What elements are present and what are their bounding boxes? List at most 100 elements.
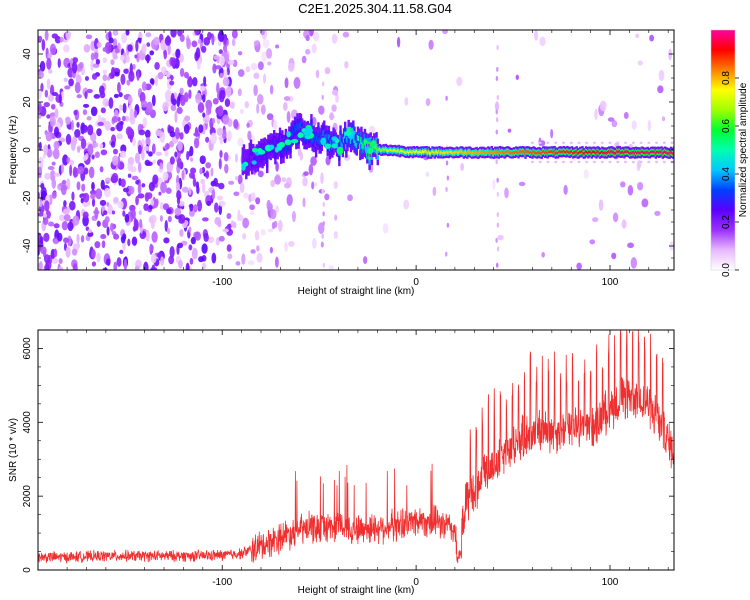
- noise-blob: [269, 246, 273, 254]
- noise-blob: [112, 196, 120, 205]
- noise-blob: [57, 232, 63, 242]
- noise-blob: [179, 67, 185, 77]
- noise-blob: [50, 103, 56, 110]
- ridge-blob: [284, 139, 292, 146]
- noise-blob: [91, 73, 98, 80]
- streak-blob: [496, 222, 500, 228]
- noise-blob: [194, 137, 200, 149]
- noise-blob: [150, 253, 157, 264]
- noise-blob: [212, 63, 217, 74]
- bottom-ytick-label: 4000: [22, 411, 33, 434]
- noise-blob: [152, 159, 157, 164]
- noise-blob: [201, 243, 208, 254]
- noise-blob: [196, 199, 203, 212]
- noise-blob: [207, 236, 215, 244]
- noise-blob: [68, 78, 74, 87]
- noise-blob: [100, 149, 108, 156]
- noise-blob: [256, 252, 263, 263]
- noise-blob: [159, 202, 164, 210]
- noise-blob: [127, 44, 133, 52]
- noise-blob: [190, 236, 196, 245]
- noise-blob: [183, 123, 190, 135]
- noise-blob: [254, 230, 260, 241]
- noise-blob: [301, 55, 307, 64]
- noise-blob: [126, 79, 131, 86]
- noise-blob: [270, 179, 276, 188]
- noise-blob: [202, 123, 206, 135]
- noise-blob: [612, 212, 619, 223]
- noise-blob: [118, 92, 123, 98]
- streak-blob: [495, 109, 498, 115]
- noise-blob: [534, 30, 538, 41]
- noise-blob: [145, 32, 152, 38]
- noise-blob: [90, 60, 94, 72]
- colorbar: [711, 30, 735, 270]
- noise-blob: [175, 181, 181, 193]
- streak-blob: [445, 160, 449, 166]
- noise-blob: [333, 181, 339, 190]
- noise-blob: [131, 236, 138, 246]
- noise-blob: [105, 258, 111, 266]
- noise-blob: [231, 38, 236, 47]
- noise-blob: [100, 179, 105, 190]
- noise-blob: [218, 30, 225, 42]
- noise-blob: [141, 148, 145, 161]
- ridge-blob: [344, 131, 352, 136]
- noise-blob: [138, 32, 143, 38]
- sidelobe-dot: [593, 141, 596, 144]
- noise-blob: [318, 222, 325, 234]
- noise-blob: [72, 215, 80, 226]
- noise-blob: [124, 115, 130, 122]
- noise-blob: [188, 244, 193, 251]
- top-xtick-label: 0: [413, 277, 419, 288]
- noise-blob: [62, 154, 69, 166]
- noise-blob: [61, 179, 67, 185]
- noise-blob: [205, 162, 212, 169]
- noise-blob: [194, 30, 200, 36]
- ridge-blob: [331, 136, 338, 142]
- sidelobe-dot: [624, 160, 628, 164]
- noise-blob: [87, 143, 94, 156]
- noise-blob: [134, 54, 138, 59]
- noise-blob: [91, 249, 96, 258]
- noise-blob: [76, 233, 80, 244]
- noise-blob: [239, 182, 245, 194]
- colorbar-tick-label: 0.2: [721, 215, 732, 229]
- noise-blob: [76, 181, 81, 191]
- noise-blob: [199, 155, 206, 165]
- noise-blob: [116, 133, 123, 140]
- noise-blob: [310, 156, 317, 166]
- noise-blob: [263, 73, 267, 84]
- noise-blob: [117, 200, 124, 209]
- noise-blob: [311, 116, 317, 127]
- noise-blob: [58, 258, 63, 265]
- noise-blob: [194, 231, 202, 241]
- noise-blob: [46, 78, 51, 90]
- colorbar-tick-label: 0.0: [721, 263, 732, 277]
- noise-blob: [38, 261, 43, 270]
- ridge-core: [672, 152, 674, 155]
- sidelobe-dot: [569, 160, 573, 164]
- bottom-xtick-label: 0: [413, 577, 419, 588]
- noise-blob: [456, 76, 463, 87]
- noise-blob: [63, 214, 71, 222]
- noise-blob: [53, 223, 60, 229]
- noise-blob: [167, 215, 172, 223]
- noise-blob: [52, 148, 60, 160]
- noise-blob: [127, 238, 131, 247]
- noise-blob: [155, 129, 163, 137]
- sidelobe-dot: [662, 141, 666, 144]
- noise-blob: [124, 213, 130, 223]
- noise-blob: [151, 231, 158, 243]
- noise-blob: [249, 210, 255, 215]
- noise-blob: [74, 129, 81, 138]
- noise-blob: [76, 94, 82, 99]
- noise-blob: [299, 151, 304, 161]
- noise-blob: [110, 126, 115, 132]
- noise-blob: [86, 88, 93, 94]
- noise-blob: [267, 228, 274, 233]
- sidelobe-dot: [561, 160, 565, 164]
- noise-blob: [155, 151, 163, 157]
- noise-blob: [77, 166, 85, 175]
